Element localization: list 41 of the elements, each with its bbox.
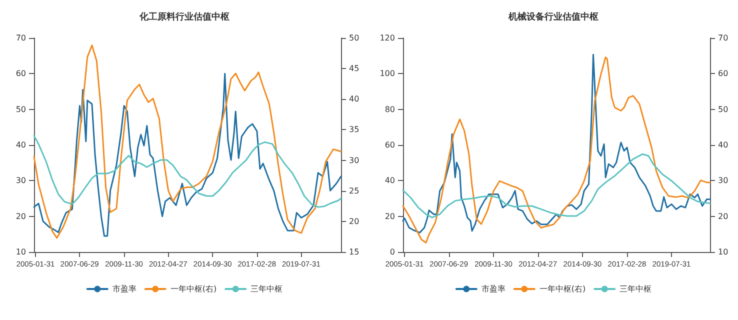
chart-title: 机械设备行业估值中枢 [508,12,598,22]
y-tick-label: 120 [380,34,395,42]
legend-label: 一年中枢(右) [539,284,586,294]
y2-tick-label: 20 [718,212,728,221]
y-tick-label: 30 [16,176,26,186]
y2-tick-label: 20 [349,216,360,226]
y2-tick-label: 30 [718,176,728,186]
y-tick-label: 50 [16,104,26,114]
line-series [33,72,342,237]
y2-tick-label: 50 [718,104,728,114]
y2-tick-label: 60 [718,69,728,78]
legend-label: 市盈率 [481,284,506,294]
chart-title: 化工原料行业估值中枢 [138,12,230,22]
y2-tick-label: 50 [349,34,360,42]
y-tick-label: 40 [384,176,395,186]
y-tick-label: 100 [380,69,395,78]
y-tick-label: 80 [384,104,395,114]
legend-label: 三年中枢 [250,284,283,294]
line-series [33,134,342,208]
legend-label: 市盈率 [112,284,136,294]
y-tick-label: 20 [384,212,395,221]
line-series [402,153,711,218]
y-tick-label: 0 [390,248,395,256]
y2-tick-label: 40 [349,94,360,104]
y-tick-label: 20 [16,212,26,221]
y-tick-label: 70 [16,34,26,42]
y2-tick-label: 35 [349,125,360,134]
y-tick-label: 10 [16,248,26,256]
y2-tick-label: 30 [349,156,360,165]
line-series [33,44,342,239]
y2-tick-label: 10 [718,248,728,256]
legend-label: 三年中枢 [620,284,652,294]
legend-label: 一年中枢(右) [170,284,217,294]
y2-tick-label: 70 [718,34,728,42]
y-tick-label: 40 [16,140,26,150]
y2-tick-label: 40 [718,140,728,150]
y2-tick-label: 25 [349,186,360,196]
y2-tick-label: 15 [349,248,360,256]
y-tick-label: 60 [16,69,26,78]
y-tick-label: 60 [384,140,395,150]
y2-tick-label: 45 [349,64,360,74]
